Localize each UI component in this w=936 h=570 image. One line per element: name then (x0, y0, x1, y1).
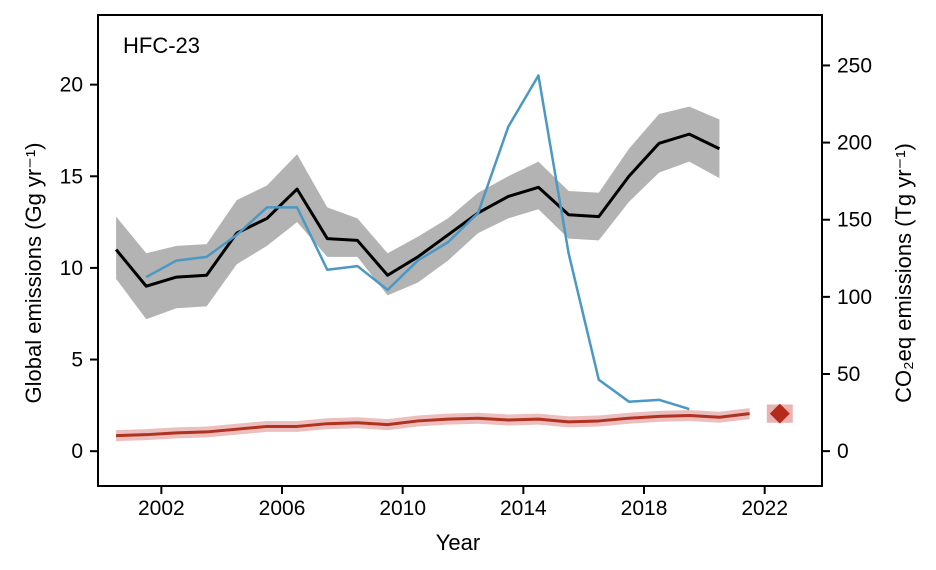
x-tick-label: 2018 (621, 497, 668, 520)
y-tick-label: 10 (60, 257, 83, 280)
panel-label: HFC-23 (123, 33, 200, 58)
y2-tick-label: 100 (837, 286, 872, 309)
x-tick-label: 2002 (138, 497, 185, 520)
diamond-marker (769, 403, 790, 424)
y2-axis-title: CO₂eq emissions (Tg yr⁻¹) (891, 143, 916, 403)
y-axis-title: Global emissions (Gg yr⁻¹) (21, 142, 46, 403)
point-markers (766, 403, 793, 424)
x-tick-label: 2014 (500, 497, 547, 520)
y2-tick-label: 50 (837, 363, 860, 386)
y-axis-right: 0 50 100 150 200 250 (822, 54, 872, 463)
uncertainty-bands (116, 106, 750, 442)
y-tick-label: 5 (71, 349, 83, 372)
series-0-band (116, 106, 720, 320)
x-tick-label: 2006 (259, 497, 306, 520)
x-axis-title: Year (436, 530, 480, 555)
y-tick-label: 20 (60, 74, 83, 97)
y-tick-label: 0 (71, 440, 83, 463)
y2-tick-label: 0 (837, 440, 849, 463)
plot-frame (97, 14, 823, 487)
series-lines (114, 74, 750, 438)
y-tick-label: 15 (60, 165, 83, 188)
series-2-line (116, 412, 750, 438)
y2-tick-label: 150 (837, 209, 872, 232)
x-tick-label: 2010 (379, 497, 426, 520)
x-axis: 2002 2006 2010 2014 2018 2022 (138, 486, 788, 520)
y-axis-left: 0 5 10 15 20 (60, 74, 98, 463)
x-tick-label: 2022 (741, 497, 788, 520)
y2-tick-label: 200 (837, 132, 872, 155)
series-2-band (116, 408, 750, 442)
y2-tick-label: 250 (837, 54, 872, 77)
